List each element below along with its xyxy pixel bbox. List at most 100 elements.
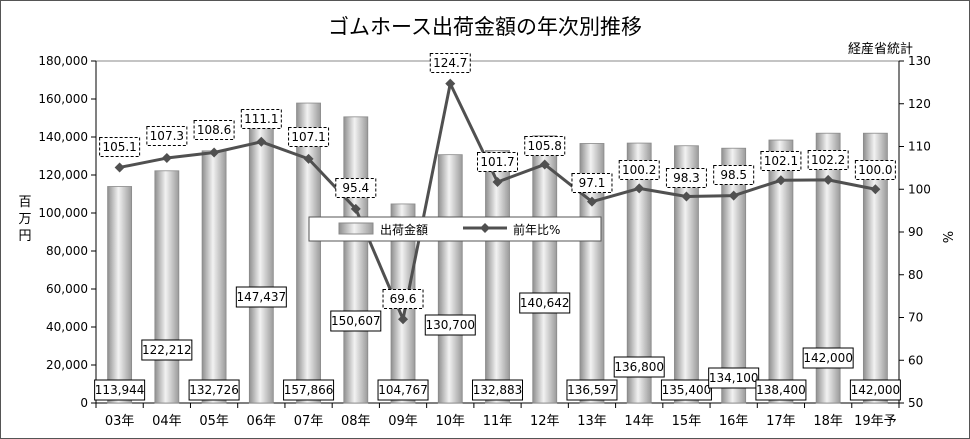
- source-note: 経産省統計: [848, 41, 913, 57]
- x-tick-label: 03年: [105, 414, 135, 429]
- line-point: [303, 153, 314, 164]
- line-value-label: 107.1: [291, 130, 325, 144]
- line-point: [398, 314, 409, 325]
- y-tick-right: 120: [908, 97, 931, 111]
- line-value-box: [760, 151, 802, 171]
- bar: [674, 145, 699, 404]
- y-tick-right: 70: [908, 311, 923, 325]
- bar-value-label: 142,000: [851, 383, 901, 397]
- x-tick-label: 17年: [766, 414, 796, 429]
- line-value-label: 98.5: [720, 168, 747, 182]
- legend-line-marker: [480, 223, 490, 233]
- y-tick-left: 120,000: [38, 168, 88, 182]
- line-value-label: 105.1: [102, 140, 136, 154]
- bar: [201, 150, 227, 404]
- bar-value-box: [377, 379, 429, 401]
- line-point: [161, 153, 172, 164]
- line-point: [681, 191, 692, 202]
- chart-title: ゴムホース出荷金額の年次別推移: [328, 15, 642, 39]
- line-point: [775, 175, 786, 186]
- line-value-box: [524, 136, 566, 156]
- bar-value-box: [849, 379, 901, 401]
- line-value-label: 98.3: [673, 171, 700, 185]
- y-tick-left: 100,000: [38, 206, 88, 220]
- bar-value-box: [755, 379, 807, 401]
- x-tick-label: 07年: [294, 414, 324, 429]
- bar: [532, 135, 558, 404]
- y-tick-left: 140,000: [38, 130, 88, 144]
- line-value-box: [193, 120, 235, 140]
- line-value-box: [288, 127, 330, 147]
- line-value-box: [99, 137, 141, 157]
- bar-value-box: [141, 339, 193, 361]
- y-tick-left: 80,000: [46, 244, 88, 258]
- x-tick-label: 09年: [388, 414, 418, 429]
- line-point: [539, 159, 550, 170]
- y-axis-title-left-char: 百: [18, 195, 31, 210]
- bar-value-box: [708, 367, 760, 389]
- bar-value-box: [472, 379, 523, 401]
- line-value-label: 100.0: [858, 163, 892, 177]
- y-axis-title-right: %: [939, 231, 954, 243]
- bar: [437, 154, 463, 404]
- bar-value-box: [660, 379, 712, 401]
- line-value-label: 100.2: [622, 163, 656, 177]
- line-value-label: 95.4: [342, 181, 369, 195]
- y-tick-right: 90: [908, 225, 923, 239]
- bar: [296, 102, 321, 404]
- line-point: [492, 176, 503, 187]
- bar-value-labels: 113,944 122,212 132,726 147,437 157,866 150,6…: [94, 286, 901, 401]
- line-point: [586, 196, 597, 207]
- line-value-box: [618, 160, 660, 180]
- line-point: [634, 183, 645, 194]
- line-value-label: 107.3: [150, 129, 184, 143]
- line-point: [445, 78, 456, 89]
- bar-value-label: 113,944: [95, 383, 145, 397]
- line-value-box: [854, 160, 896, 180]
- y-tick-left: 60,000: [46, 282, 88, 296]
- line-value-labels: 105.1 107.3 108.6 111.1 107.1 95.4 69.6 124.7 10…: [99, 53, 896, 309]
- bar-value-box: [283, 379, 335, 401]
- line-point: [350, 203, 361, 214]
- y-tick-right: 80: [908, 268, 923, 282]
- axes: 0 20,000 40,000 60,000 80,000 100,000 120,000 1…: [18, 54, 954, 429]
- bar-value-label: 140,642: [520, 296, 570, 310]
- bar-value-box: [519, 292, 571, 314]
- line-value-label: 102.1: [764, 154, 798, 168]
- legend-label-line: 前年比%: [513, 222, 560, 237]
- bar-value-label: 150,607: [331, 314, 381, 328]
- x-tick-label: 18年: [813, 414, 843, 429]
- bar-value-label: 142,000: [803, 351, 853, 365]
- line-value-label: 108.6: [197, 123, 231, 137]
- bar-value-label: 132,883: [473, 383, 523, 397]
- line-series: [114, 78, 881, 325]
- bar-value-box: [188, 379, 240, 401]
- bar-value-label: 130,700: [425, 318, 475, 332]
- legend-label-bar: 出荷金額: [380, 222, 428, 237]
- bar-value-box: [235, 286, 287, 308]
- y-tick-right: 50: [908, 396, 923, 410]
- line-value-box: [429, 53, 471, 73]
- line-value-box: [382, 289, 424, 309]
- bar-value-label: 147,437: [237, 290, 287, 304]
- line-value-label: 124.7: [433, 56, 467, 70]
- x-tick-label: 04年: [152, 414, 182, 429]
- line-value-box: [335, 178, 377, 198]
- line-value-label: 69.6: [390, 292, 417, 306]
- line-value-box: [571, 173, 613, 193]
- line-point: [823, 174, 834, 185]
- y-tick-right: 100: [908, 182, 931, 196]
- y-axis-title-left-char: 万: [18, 212, 31, 227]
- legend-bar-swatch: [338, 222, 374, 235]
- bar-value-box: [802, 347, 854, 369]
- bar: [154, 170, 180, 404]
- line-value-box: [665, 168, 707, 188]
- bar-value-label: 136,800: [614, 360, 664, 374]
- bar-value-label: 138,400: [756, 383, 806, 397]
- y-tick-left: 40,000: [46, 320, 88, 334]
- bar: [248, 122, 274, 404]
- y-tick-right: 130: [908, 54, 931, 68]
- bar-value-label: 157,866: [284, 383, 334, 397]
- line-point: [209, 147, 220, 158]
- line-value-label: 102.2: [811, 153, 845, 167]
